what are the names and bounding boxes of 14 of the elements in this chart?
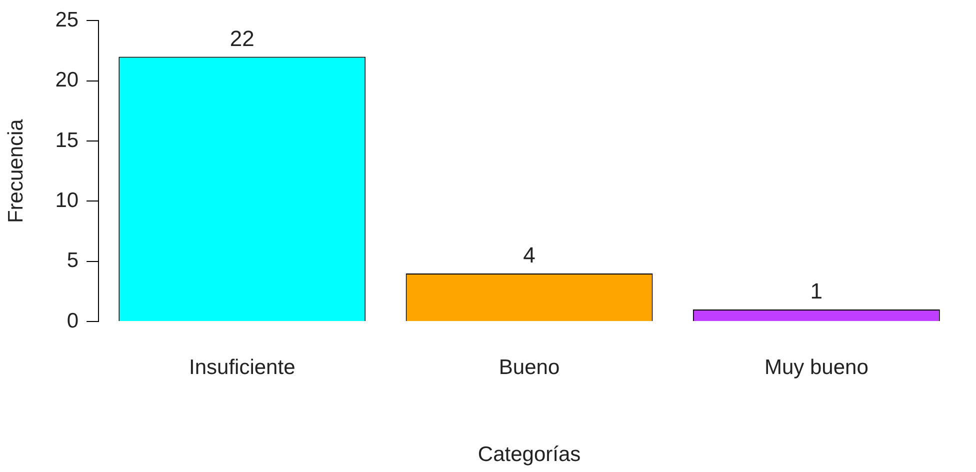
x-tick-label: Muy bueno bbox=[764, 356, 868, 379]
y-tick-label: 0 bbox=[66, 309, 79, 332]
y-tick-label: 5 bbox=[66, 249, 79, 272]
data-label: 22 bbox=[230, 26, 254, 51]
data-label: 4 bbox=[523, 242, 536, 268]
y-tick-label: 10 bbox=[55, 188, 79, 212]
data-label: 1 bbox=[810, 278, 823, 304]
x-tick-label: Bueno bbox=[498, 356, 560, 379]
x-tick-label: Insuficiente bbox=[189, 356, 296, 379]
y-tick-label: 20 bbox=[55, 68, 79, 92]
y-tick-label: 25 bbox=[55, 8, 79, 32]
x-axis-title: Categorías bbox=[478, 443, 581, 466]
y-axis-title: Frecuencia bbox=[4, 118, 28, 224]
y-tick-label: 15 bbox=[55, 128, 79, 152]
